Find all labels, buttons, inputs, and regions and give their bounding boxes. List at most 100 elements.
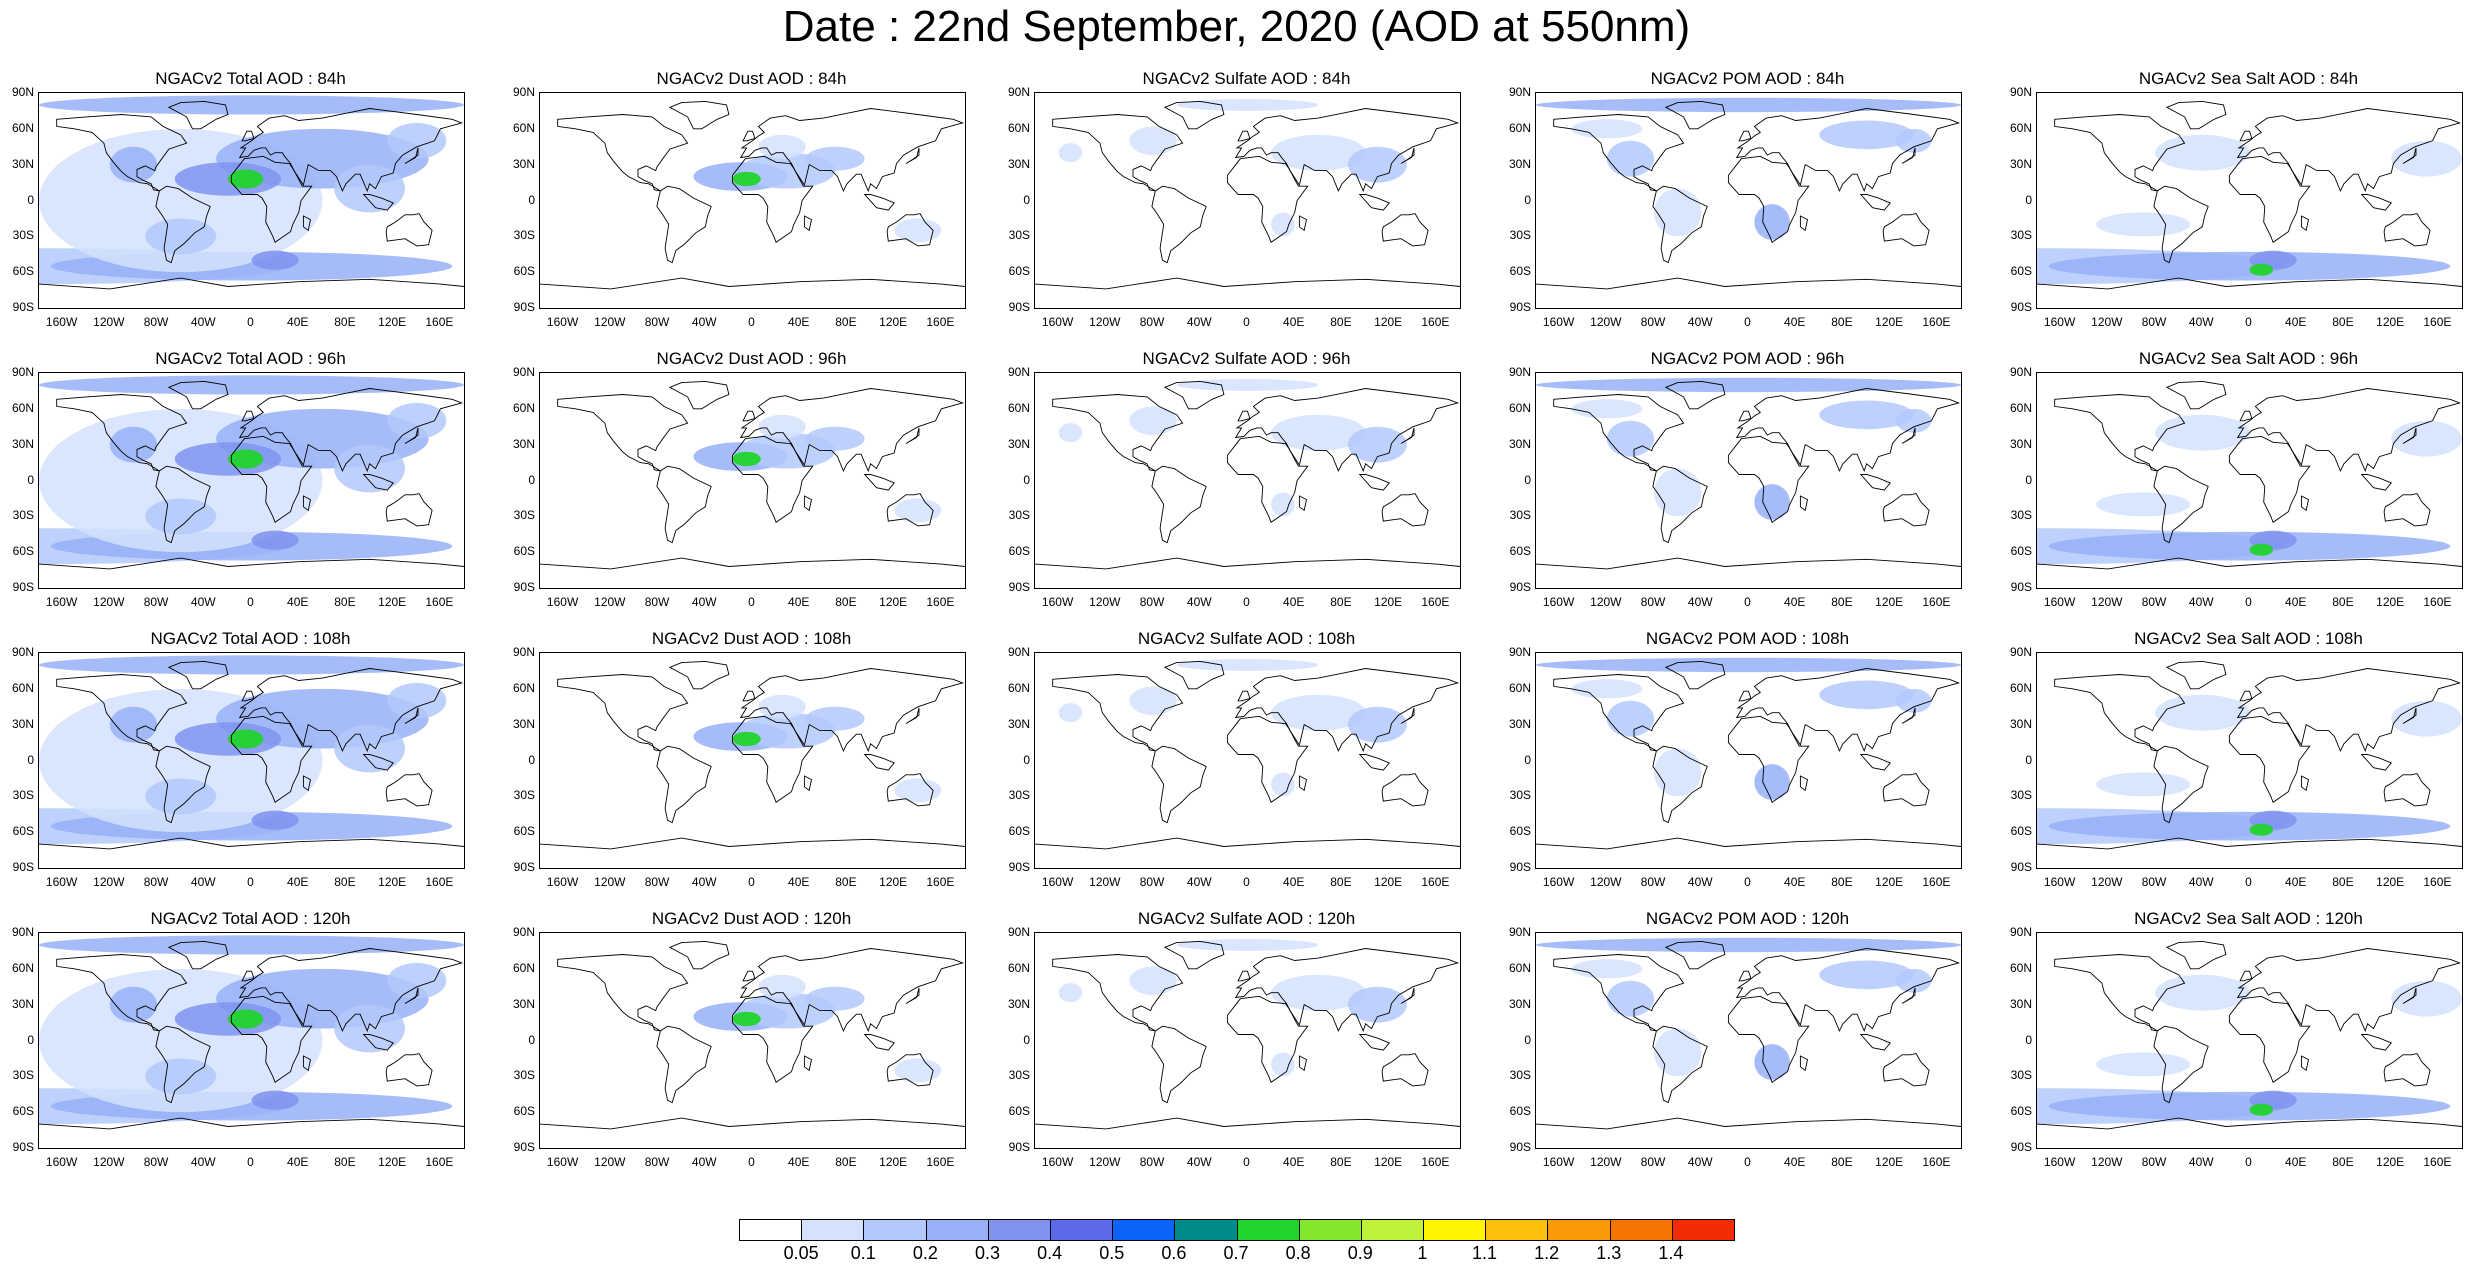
coastline [1052,394,1184,472]
coastline [1882,773,1930,807]
aerosol-plume [1754,204,1790,240]
coastline [1664,660,1726,690]
latitude-tick-label: 60S [1509,264,1531,279]
colorbar-swatch [1237,1220,1300,1240]
latitude-tick-label: 30N [11,156,34,171]
aerosol-plume [251,810,299,830]
latitude-tick-label: 60S [1008,264,1030,279]
coastline [1652,1025,1708,1104]
aerosol-plume [227,729,264,749]
aerosol-plume [758,414,806,439]
coastline [241,130,255,142]
latitude-tick-label: 90N [11,85,34,99]
map-frame [1535,652,1962,869]
aerosol-plume [1129,686,1177,716]
longitude-tick-label: 120W [1590,315,1622,329]
coastline [1882,1053,1930,1087]
aerosol-plume [1271,1052,1295,1077]
colorbar-tick-label: 1.2 [1534,1243,1560,1263]
coastline [886,773,934,807]
longitude-tick-label: 120E [1875,1155,1904,1169]
coastline [1882,213,1930,247]
coastline [1738,410,1752,422]
aod-map-dust-1 [540,380,965,570]
map-frame [2036,372,2463,589]
map-frame [38,932,465,1149]
aerosol-plume [387,402,447,439]
aod-map-dust-3 [540,940,965,1130]
latitude-tick-label: 60N [1508,120,1531,135]
coastline [1799,775,1809,792]
longitude-tick-label: 40E [2285,875,2307,889]
aod-map-total-3 [39,935,464,1130]
latitude-tick-label: 0 [1023,1032,1030,1047]
latitude-tick-label: 30N [512,996,535,1011]
coastline [1738,690,1752,702]
coastline [863,754,895,771]
longitude-tick-label: 40E [788,315,810,329]
latitude-tick-label: 90S [513,300,535,314]
longitude-tick-label: 80W [644,595,670,609]
coastline [905,147,920,164]
coastline [385,773,433,807]
aerosol-plume [2249,263,2274,276]
longitude-tick-label: 120E [1374,315,1403,329]
longitude-tick-label: 80W [143,315,169,329]
coastline [56,954,188,1032]
longitude-tick-label: 80W [1640,595,1666,609]
longitude-tick-label: 160W [546,595,579,609]
latitude-tick-label: 90N [2009,85,2032,99]
map-frame [1535,932,1962,1149]
latitude-tick-label: 60N [11,400,34,415]
coastline [1652,185,1708,264]
latitude-tick-label: 90N [512,645,535,659]
coastline [1652,745,1708,824]
panel-title: NGACv2 Dust AOD : 84h [656,69,847,88]
latitude-tick-label: 60S [2010,264,2032,279]
latitude-tick-label: 30S [1509,1068,1531,1083]
coastline [1859,194,1891,211]
aod-map-pom-0 [1536,97,1961,290]
latitude-tick-label: 60S [1008,544,1030,559]
longitude-tick-label: 160E [1922,1155,1951,1169]
latitude-tick-label: 60N [1007,120,1030,135]
aerosol-plume [894,218,942,243]
coastline [167,660,229,690]
panel-title: NGACv2 Total AOD : 84h [155,69,346,88]
coastline [404,147,419,164]
longitude-tick-label: 80W [143,1155,169,1169]
latitude-tick-label: 30S [1008,228,1030,243]
longitude-tick-label: 160E [425,315,454,329]
panel-title: NGACv2 Sea Salt AOD : 84h [2138,69,2359,88]
coastline [1901,427,1916,444]
coastline [302,1055,312,1072]
aerosol-plume [1654,1028,1702,1077]
coastline [540,837,965,850]
coastline [2239,690,2253,702]
latitude-tick-label: 30N [1007,716,1030,731]
longitude-tick-label: 160W [1041,315,1074,329]
longitude-tick-label: 80E [334,595,356,609]
latitude-tick-label: 90N [11,645,34,659]
longitude-tick-label: 40W [1186,595,1212,609]
latitude-tick-label: 30N [1007,996,1030,1011]
longitude-tick-label: 80E [2332,315,2354,329]
coastline [385,1053,433,1087]
latitude-tick-label: 90S [1008,580,1030,594]
latitude-tick-label: 60N [11,680,34,695]
coastline [557,114,689,192]
latitude-tick-label: 30S [2010,228,2032,243]
colorbar-tick-label: 0.7 [1223,1243,1249,1263]
longitude-tick-label: 80E [1831,875,1853,889]
latitude-tick-label: 60S [1008,1104,1030,1119]
coastline [2054,674,2186,752]
latitude-tick-label: 60N [1508,960,1531,975]
longitude-tick-label: 0 [247,315,254,329]
coastline [739,388,965,473]
aerosol-plume [1896,128,1932,153]
latitude-tick-label: 90S [1509,1140,1531,1154]
coastline [385,213,433,247]
longitude-tick-label: 40W [2188,875,2214,889]
coastline [362,754,394,771]
longitude-tick-label: 0 [748,1155,755,1169]
